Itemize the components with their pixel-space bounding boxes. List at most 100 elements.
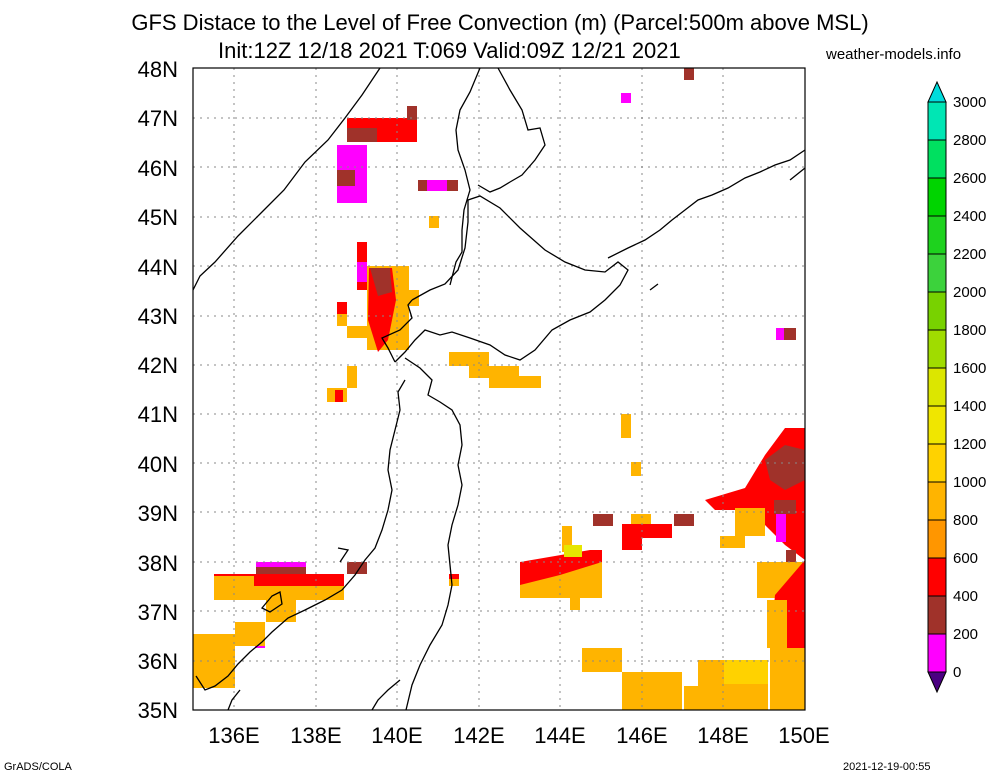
field-patch: [347, 326, 367, 338]
colorbar-bottom-arrow: [927, 671, 947, 694]
lat-label: 48N: [137, 57, 178, 82]
footer-timestamp: 2021-12-19-00:55: [843, 761, 931, 773]
colorbar-segment: [927, 519, 947, 559]
colorbar-segment: [927, 367, 947, 407]
site-label: weather-models.info: [826, 46, 962, 63]
colorbar-label: 1200: [953, 436, 987, 453]
field-patch: [684, 686, 698, 710]
field-patch: [266, 598, 296, 622]
colorbar-segment: [927, 139, 947, 179]
lat-label: 45N: [137, 205, 178, 230]
colorbar-segment: [927, 101, 947, 141]
lat-label: 35N: [137, 698, 178, 723]
field-patch: [776, 514, 786, 542]
field-patch: [622, 524, 672, 538]
lat-label: 38N: [137, 551, 178, 576]
colorbar-label: 0: [953, 664, 962, 681]
colorbar-segment: [927, 215, 947, 255]
colorbar-top-arrow: [927, 80, 947, 103]
colorbar-label: 1600: [953, 360, 987, 377]
lon-label: 148E: [697, 723, 749, 748]
colorbar-label: 1400: [953, 398, 987, 415]
field-patch: [582, 648, 622, 672]
lat-label: 39N: [137, 501, 178, 526]
field-patch: [255, 646, 265, 648]
footer-software: GrADS/COLA: [4, 761, 72, 773]
field-patch: [570, 598, 580, 610]
colorbar-label: 2400: [953, 208, 987, 225]
map-frame: [192, 67, 806, 711]
colorbar-segment: [927, 405, 947, 445]
colorbar-label: 2600: [953, 170, 987, 187]
map-area: [192, 67, 806, 711]
colorbar-segment: [927, 253, 947, 293]
field-patch: [469, 366, 519, 378]
field-patch: [735, 508, 765, 536]
lon-label: 150E: [778, 723, 830, 748]
field-patch: [370, 268, 392, 296]
lat-label: 42N: [137, 353, 178, 378]
colorbar-label: 1800: [953, 322, 987, 339]
field-patch: [520, 550, 602, 585]
field-patch: [427, 180, 447, 191]
colorbar-segment: [927, 481, 947, 521]
field-patch: [674, 514, 694, 526]
colorbar-segment: [927, 177, 947, 217]
field-patch: [256, 562, 306, 567]
field-patch: [562, 526, 572, 552]
coastlines: [192, 67, 806, 711]
lon-label: 144E: [534, 723, 586, 748]
colorbar-segment: [927, 633, 947, 673]
colorbar-segment: [927, 329, 947, 369]
field-patch: [770, 648, 805, 710]
field-patch: [347, 366, 357, 388]
field-patch: [214, 576, 254, 586]
colorbar-label: 2200: [953, 246, 987, 263]
field-patch: [564, 545, 582, 557]
field-patch: [407, 106, 417, 120]
map-title: GFS Distace to the Level of Free Convect…: [131, 10, 869, 35]
lat-label: 44N: [137, 255, 178, 280]
lon-label: 142E: [453, 723, 505, 748]
field-patch: [622, 538, 642, 550]
lon-label: 140E: [371, 723, 423, 748]
grid-lines: [193, 68, 805, 710]
lon-label: 138E: [290, 723, 342, 748]
colorbar-label: 600: [953, 550, 979, 567]
field-patch: [621, 414, 631, 438]
colorbar-segment: [927, 595, 947, 635]
colorbar-segment: [927, 443, 947, 483]
field-patch: [335, 390, 343, 402]
field-patch: [621, 93, 631, 103]
field-patch: [767, 600, 787, 648]
lat-label: 47N: [137, 106, 178, 131]
field-patch: [720, 536, 745, 548]
field-patch: [631, 462, 641, 476]
field-patch: [449, 574, 459, 579]
field-patch: [684, 68, 694, 80]
field-patch: [337, 170, 355, 186]
colorbar-label: 400: [953, 588, 979, 605]
colorbar-label: 2800: [953, 132, 987, 149]
field-patch: [429, 216, 439, 228]
field-patch: [593, 514, 613, 526]
lat-label: 41N: [137, 402, 178, 427]
field-patch: [631, 514, 651, 524]
colorbar-label: 200: [953, 626, 979, 643]
colorbar-label: 2000: [953, 284, 987, 301]
field-patch: [357, 262, 367, 282]
lat-label: 46N: [137, 156, 178, 181]
field-patch: [449, 352, 489, 366]
lon-label: 146E: [616, 723, 668, 748]
field-patch: [347, 128, 377, 142]
colorbar-label: 3000: [953, 94, 987, 111]
field-patch: [774, 500, 796, 514]
field-patch: [765, 445, 805, 490]
field-patch: [489, 376, 541, 388]
colorbar-segment: [927, 557, 947, 597]
field-patch: [724, 660, 768, 684]
field-patch: [337, 302, 347, 314]
lat-label: 36N: [137, 649, 178, 674]
colorbar-segment: [927, 291, 947, 331]
